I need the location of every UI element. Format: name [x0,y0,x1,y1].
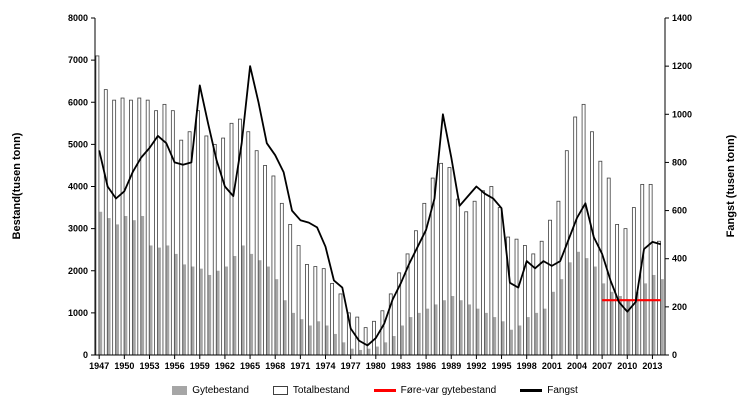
svg-text:2001: 2001 [542,361,562,371]
svg-text:1000: 1000 [68,308,88,318]
svg-text:3000: 3000 [68,224,88,234]
left-axis-title: Bestand(tusen tonn) [11,132,23,240]
svg-text:1971: 1971 [290,361,310,371]
svg-text:4000: 4000 [68,182,88,192]
legend-swatch-bar-icon [272,386,288,395]
svg-text:1000: 1000 [672,109,692,119]
legend-item-totalbestand: Totalbestand [272,385,350,396]
svg-text:1947: 1947 [89,361,109,371]
legend-item-fangst: Fangst [520,385,578,396]
svg-text:800: 800 [672,157,687,167]
svg-text:1965: 1965 [240,361,260,371]
svg-text:1974: 1974 [315,361,335,371]
right-axis-title: Fangst (tusen tonn) [725,134,737,238]
svg-text:1989: 1989 [441,361,461,371]
svg-text:1986: 1986 [416,361,436,371]
legend-item-f-re-var-gytebestand: Føre-var gytebestand [373,385,497,396]
svg-text:1968: 1968 [265,361,285,371]
svg-text:7000: 7000 [68,55,88,65]
svg-text:1992: 1992 [466,361,486,371]
svg-text:1983: 1983 [391,361,411,371]
legend-swatch-bar-icon [172,386,188,395]
legend-label: Føre-var gytebestand [400,385,497,396]
svg-text:600: 600 [672,206,687,216]
svg-text:1953: 1953 [139,361,159,371]
svg-text:1200: 1200 [672,61,692,71]
svg-text:1962: 1962 [215,361,235,371]
svg-text:8000: 8000 [68,13,88,23]
legend: Gytebestand Totalbestand Føre-var gytebest… [0,385,750,396]
svg-text:2000: 2000 [68,266,88,276]
svg-text:1980: 1980 [366,361,386,371]
svg-text:1956: 1956 [165,361,185,371]
svg-text:5000: 5000 [68,139,88,149]
svg-text:1959: 1959 [190,361,210,371]
svg-text:2004: 2004 [567,361,587,371]
legend-swatch-line-icon [520,389,543,392]
svg-text:1995: 1995 [492,361,512,371]
legend-label: Fangst [547,385,578,396]
legend-label: Totalbestand [292,385,350,396]
legend-item-gytebestand: Gytebestand [172,385,249,396]
svg-text:6000: 6000 [68,97,88,107]
svg-text:0: 0 [83,350,88,360]
svg-text:400: 400 [672,254,687,264]
svg-text:1400: 1400 [672,13,692,23]
svg-text:0: 0 [672,350,677,360]
legend-swatch-line-icon [373,389,396,392]
svg-text:2007: 2007 [592,361,612,371]
svg-text:200: 200 [672,302,687,312]
svg-text:2013: 2013 [642,361,662,371]
legend-label: Gytebestand [192,385,249,396]
svg-text:1950: 1950 [114,361,134,371]
svg-text:1977: 1977 [341,361,361,371]
svg-text:2010: 2010 [617,361,637,371]
svg-text:1998: 1998 [517,361,537,371]
